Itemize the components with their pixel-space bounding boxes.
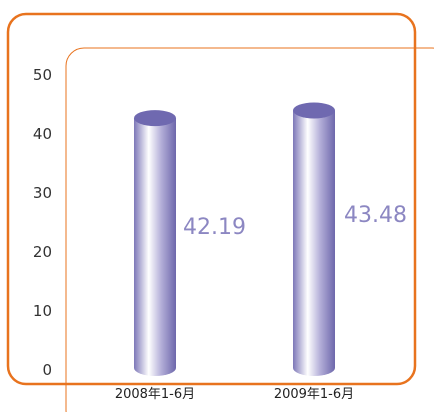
inner-frame	[65, 47, 434, 416]
outer-frame	[6, 12, 417, 386]
value-label: 43.48	[344, 203, 407, 228]
bars	[134, 102, 335, 376]
bar-top	[134, 110, 176, 127]
bar-body	[293, 110, 335, 376]
bar	[134, 110, 176, 376]
value-label: 42.19	[183, 215, 246, 240]
bar	[293, 102, 335, 376]
y-tick-label: 10	[33, 302, 52, 320]
y-tick-label: 0	[42, 361, 52, 379]
y-tick-label: 50	[33, 66, 52, 84]
y-axis-ticks: 0 10 20 30 40 50	[33, 66, 52, 379]
y-tick-label: 30	[33, 184, 52, 202]
category-label: 2009年1-6月	[274, 387, 354, 402]
category-label: 2008年1-6月	[115, 387, 195, 402]
y-tick-label: 40	[33, 125, 52, 143]
value-labels: 42.19 43.48	[183, 203, 407, 240]
y-tick-label: 20	[33, 243, 52, 261]
x-axis-labels: 2008年1-6月 2009年1-6月	[115, 387, 354, 402]
bar-body	[134, 118, 176, 376]
bar-top	[293, 102, 335, 119]
